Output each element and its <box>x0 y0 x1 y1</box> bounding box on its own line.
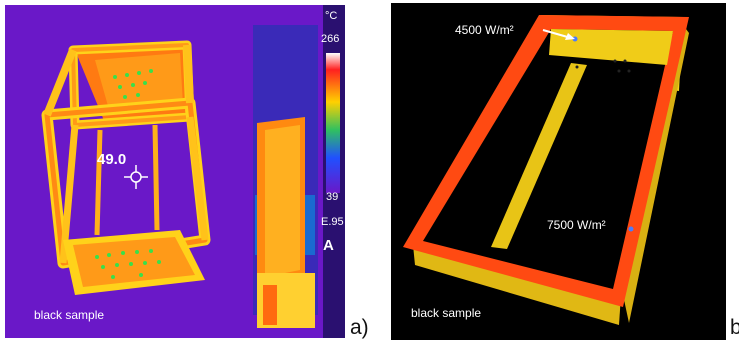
panel-label-b: b <box>730 316 739 339</box>
box-frame <box>41 40 211 269</box>
sample-label-a: black sample <box>34 308 105 322</box>
second-box-detail <box>263 285 277 325</box>
measurement-point-bottom <box>628 226 634 232</box>
second-box-face <box>265 125 300 277</box>
color-scale-bar <box>326 53 340 193</box>
sim-back-plate-visible <box>549 29 673 65</box>
box-bottom-inner <box>73 237 195 287</box>
crosshair-icon <box>124 165 148 189</box>
simulation-scene <box>403 15 689 325</box>
thermal-image-panel <box>5 5 345 338</box>
thermal-scene <box>41 5 345 338</box>
auto-mode-indicator: A <box>323 237 334 254</box>
flux-annotation-bottom: 7500 W/m² <box>547 218 606 232</box>
hole-pattern <box>95 69 161 279</box>
scale-min-value: 39 <box>326 191 339 203</box>
temperature-readout: 49.0 <box>97 151 127 168</box>
sample-label-b: black sample <box>411 306 482 320</box>
flux-annotation-top: 4500 W/m² <box>455 23 514 37</box>
sim-side-wall <box>413 245 621 325</box>
annotation-arrow <box>542 29 572 39</box>
sim-opening <box>423 29 673 289</box>
emissivity-label: E.95 <box>321 216 344 228</box>
simulation-panel <box>391 3 726 340</box>
sim-right-wall <box>623 25 689 323</box>
box-back-inner <box>95 53 183 113</box>
scale-max-value: 266 <box>321 33 340 45</box>
sim-holes <box>575 59 631 73</box>
panel-label-a: a) <box>350 316 369 339</box>
sim-beam-visible <box>491 63 587 249</box>
scale-unit: °C <box>325 10 338 22</box>
arrow-head-icon <box>565 33 575 40</box>
